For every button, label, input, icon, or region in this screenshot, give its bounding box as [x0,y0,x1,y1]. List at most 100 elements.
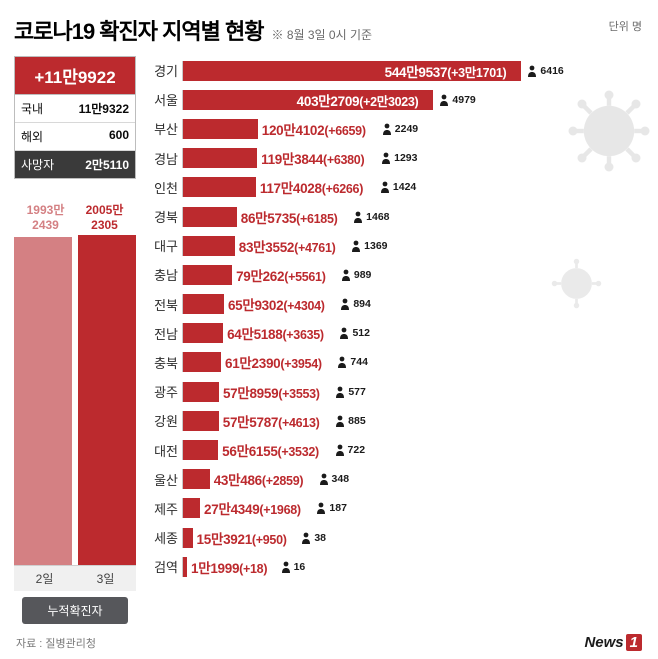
bar-fill [183,557,187,577]
region-row: 경북 86만5735(+6185) 1468 [146,202,644,231]
critical-wrap: 1468 [353,211,389,223]
bar-fill [183,382,219,402]
bar-track: 57만5787(+4613) 885 [182,411,644,431]
critical-value: 1468 [366,211,389,223]
region-value: 86만5735(+6185) [241,207,338,227]
region-value: 83만3552(+4761) [239,236,336,256]
person-icon [380,181,390,193]
region-row: 울산 43만486(+2859) 348 [146,465,644,494]
critical-wrap: 187 [316,502,347,514]
person-icon [527,65,537,77]
critical-value: 4979 [452,94,475,106]
region-name: 제주 [146,499,182,518]
news1-logo: News1 [584,634,642,651]
deaths-value: 2만5110 [85,156,129,173]
critical-value: 885 [348,415,366,427]
critical-value: 989 [354,269,372,281]
critical-value: 6416 [540,65,563,77]
domestic-label: 국내 [21,100,43,117]
domestic-row: 국내 11만9322 [15,95,135,122]
region-row: 광주57만8959(+3553)577 [146,377,644,406]
unit-label: 단위 명 [609,18,642,34]
region-value: 43만486(+2859) [214,469,304,489]
critical-wrap: 6416 [527,65,563,77]
critical-wrap: 16 [281,561,306,573]
deaths-label: 사망자 [21,156,54,173]
bar-track: 79만262(+5561)989 [182,265,644,285]
source-label: 자료 : 질병관리청 [16,635,96,651]
critical-wrap: 38 [301,532,326,544]
cumulative-bar [78,235,136,565]
deaths-row: 사망자 2만5110 [15,150,135,178]
bar-value-2: 2005만 2305 [75,201,134,232]
region-row: 인천117만4028(+6266)1424 [146,173,644,202]
region-row: 전북65만9302(+4304)894 [146,290,644,319]
critical-wrap: 885 [335,415,366,427]
bar-fill [78,235,136,565]
region-value: 1만1999(+18) [191,557,267,577]
bar-fill [183,498,200,518]
region-value: 57만5787(+4613) [223,411,320,431]
person-icon [316,502,326,514]
critical-value: 1424 [393,181,416,193]
critical-value: 577 [348,386,366,398]
critical-wrap: 348 [319,473,350,485]
person-icon [335,415,345,427]
bar-track: 15만3921(+950) 38 [182,528,644,548]
bar-track: 43만486(+2859) 348 [182,469,644,489]
critical-value: 1369 [364,240,387,252]
region-value: 61만2390(+3954) [225,352,322,372]
region-name: 전남 [146,324,182,343]
person-icon [319,473,329,485]
total-change: +11만9922 [15,57,135,95]
person-icon [439,94,449,106]
region-name: 경북 [146,207,182,226]
person-icon [381,152,391,164]
region-value: 15만3921(+950) [197,528,287,548]
critical-value: 38 [314,532,326,544]
bar-track: 544만9537(+3만1701) 6416 [182,61,644,81]
region-name: 세종 [146,528,182,547]
bar-track: 117만4028(+6266)1424 [182,177,644,197]
critical-wrap: 894 [340,298,371,310]
critical-value: 744 [350,356,368,368]
person-icon [382,123,392,135]
critical-value: 348 [332,473,350,485]
region-row: 대전56만6155(+3532)722 [146,435,644,464]
bar-track: 86만5735(+6185) 1468 [182,207,644,227]
bar-track: 120만4102(+6659)2249 [182,119,644,139]
critical-value: 1293 [394,152,417,164]
region-value: 64만5188(+3635) [227,323,324,343]
person-icon [339,327,349,339]
critical-value: 722 [348,444,366,456]
bar-fill [183,323,223,343]
person-icon [353,211,363,223]
region-name: 검역 [146,557,182,576]
critical-wrap: 4979 [439,94,475,106]
bar-fill [183,148,257,168]
bar-track: 119만3844(+6380)1293 [182,148,644,168]
bar-fill [183,119,258,139]
person-icon [335,444,345,456]
critical-wrap: 577 [335,386,366,398]
region-name: 대구 [146,236,182,255]
region-value: 57만8959(+3553) [223,382,320,402]
person-icon [281,561,291,573]
region-value: 27만4349(+1968) [204,498,301,518]
bar-value-labels: 1993만 2439 2005만 2305 [14,201,136,236]
bar-track: 64만5188(+3635)512 [182,323,644,343]
bar-fill [14,237,72,565]
critical-wrap: 989 [341,269,372,281]
region-name: 인천 [146,178,182,197]
region-value: 544만9537(+3만1701) [385,61,507,81]
bar-value-1: 1993만 2439 [16,201,75,232]
bar-track: 27만4349(+1968) 187 [182,498,644,518]
summary-box: +11만9922 국내 11만9322 해외 600 사망자 2만5110 [14,56,136,179]
region-row: 충북61만2390(+3954)744 [146,348,644,377]
bar-track: 403만2709(+2만3023)4979 [182,90,644,110]
region-row: 검역 1만1999(+18) 16 [146,552,644,581]
overseas-value: 600 [109,128,129,145]
overseas-row: 해외 600 [15,122,135,150]
region-name: 울산 [146,470,182,489]
bar-fill [183,207,237,227]
